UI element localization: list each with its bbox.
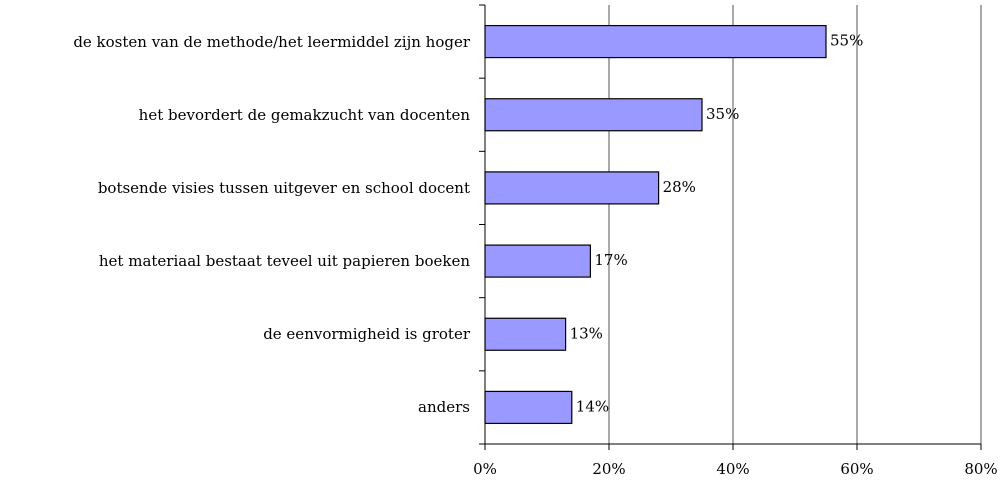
bar [484, 390, 573, 425]
bar [484, 317, 567, 351]
category-label: anders [0, 367, 470, 447]
value-label: 17% [594, 251, 627, 269]
category-label: de eenvormigheid is groter [0, 294, 470, 374]
category-text: de eenvormigheid is groter [263, 325, 470, 344]
category-text: de kosten van de methode/het leermiddel … [73, 32, 470, 51]
category-label: botsende visies tussen uitgever en schoo… [0, 148, 470, 228]
x-tick-label: 20% [592, 460, 625, 478]
bar [484, 171, 660, 205]
category-label: het bevordert de gemakzucht van docenten [0, 75, 470, 155]
bar [484, 98, 703, 132]
category-text: het bevordert de gemakzucht van docenten [138, 105, 470, 124]
category-label: de kosten van de methode/het leermiddel … [0, 2, 470, 82]
x-tick-label: 40% [716, 460, 749, 478]
bar [484, 24, 827, 59]
x-tick-label: 80% [964, 460, 997, 478]
value-label: 14% [576, 397, 609, 415]
x-tick-label: 60% [840, 460, 873, 478]
value-label: 28% [663, 178, 696, 196]
value-label: 13% [570, 324, 603, 342]
x-tick-label: 0% [473, 460, 497, 478]
bar [484, 244, 592, 278]
value-label: 35% [706, 105, 739, 123]
category-text: het materiaal bestaat teveel uit papiere… [98, 252, 470, 271]
category-label: het materiaal bestaat teveel uit papiere… [0, 221, 470, 301]
category-text: botsende visies tussen uitgever en schoo… [97, 178, 470, 197]
value-label: 55% [830, 32, 863, 50]
category-text: anders [418, 398, 470, 417]
